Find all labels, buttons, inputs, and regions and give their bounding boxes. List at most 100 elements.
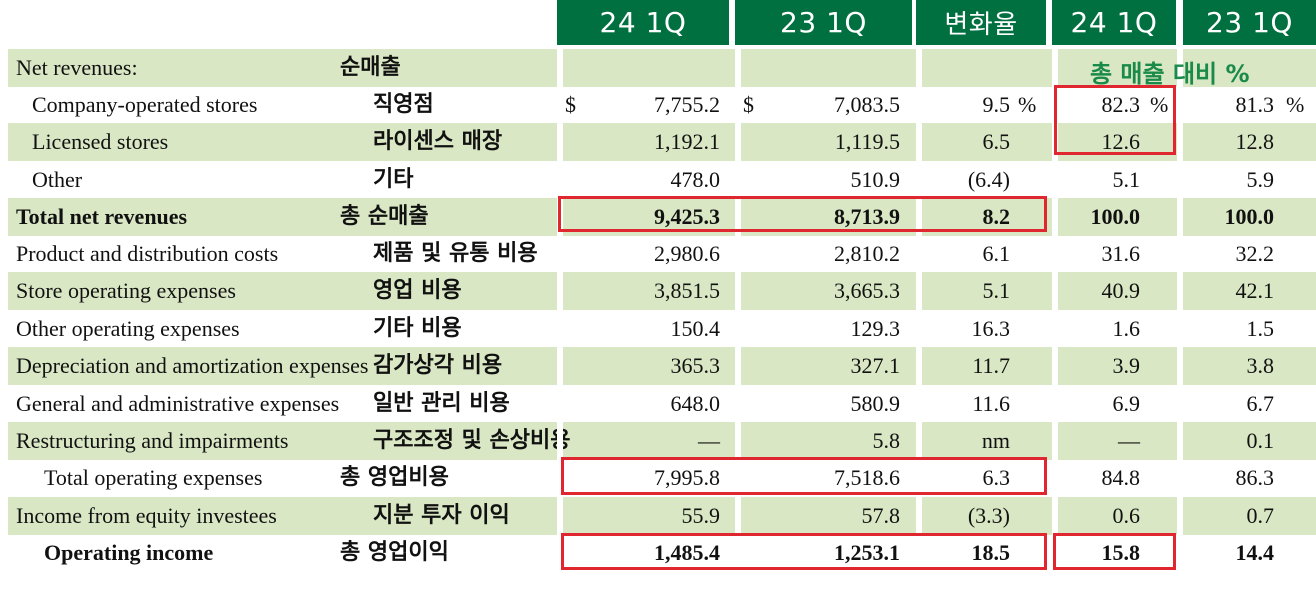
column-divider [916, 235, 922, 273]
row-label-en: General and administrative expenses [16, 391, 340, 416]
change-rate: 6.3 [982, 465, 1011, 490]
currency-symbol: $ [743, 92, 754, 117]
value-23-1q: 327.1 [850, 353, 901, 378]
table-row: Operating income 총 영업이익 1,485.4 1,253.1 18.5… [8, 534, 1316, 572]
value-24-1q: 1,192.1 [654, 129, 720, 154]
value-24-1q: — [698, 428, 720, 453]
column-divider [916, 497, 922, 535]
column-divider [1177, 347, 1183, 385]
column-divider [557, 422, 563, 460]
column-divider [1052, 198, 1058, 236]
pct-23-1q: 14.4 [1235, 540, 1275, 565]
value-24-1q: 7,995.8 [654, 465, 720, 490]
column-divider [557, 235, 563, 273]
table-row: Depreciation and amortization expenses 감가… [8, 347, 1316, 385]
column-divider [1177, 497, 1183, 535]
value-24-1q [568, 49, 720, 87]
table-row: Store operating expenses 영업 비용 3,851.5 3,66… [8, 272, 1316, 310]
column-divider [916, 534, 922, 572]
column-divider [916, 161, 922, 199]
highlight-total-net-revenues [558, 196, 1047, 232]
row-label-en: Product and distribution costs [16, 241, 279, 266]
row-label-en: Other operating expenses [16, 316, 240, 341]
value-24-1q: 55.9 [681, 503, 721, 528]
column-divider [735, 422, 741, 460]
column-divider [1052, 272, 1058, 310]
value-24-1q: 3,851.5 [654, 278, 720, 303]
pct-23-1q: 1.5 [1246, 316, 1275, 341]
column-divider [916, 49, 922, 87]
column-divider [735, 49, 741, 87]
column-divider [916, 385, 922, 423]
row-label-ko: 총 영업이익 [340, 540, 449, 565]
pct-23-1q: 6.7 [1246, 391, 1275, 416]
column-divider [1177, 161, 1183, 199]
column-divider [1052, 459, 1058, 497]
pct-24-1q: 3.9 [1112, 353, 1141, 378]
column-divider [916, 272, 922, 310]
column-divider [557, 310, 563, 348]
value-23-1q: 7,083.5 [834, 92, 900, 117]
column-divider [557, 49, 563, 87]
pct-24-1q: 0.6 [1112, 503, 1141, 528]
row-label-ko: 총 영업비용 [340, 465, 449, 490]
pct-23-1q: 3.8 [1246, 353, 1275, 378]
column-divider [557, 347, 563, 385]
header-pct-24-1q-label: 24 1Q [1070, 6, 1158, 39]
change-rate: (6.4) [967, 167, 1010, 192]
pct-24-1q: 5.1 [1112, 167, 1141, 192]
value-24-1q: 1,485.4 [654, 540, 720, 565]
column-divider [735, 123, 741, 161]
change-rate: 9.5 [982, 92, 1011, 117]
column-divider [1052, 49, 1058, 87]
value-23-1q: 129.3 [850, 316, 901, 341]
row-label-ko: 영업 비용 [373, 278, 462, 303]
value-24-1q: 2,980.6 [654, 241, 720, 266]
table-row: Product and distribution costs 제품 및 유통 비용… [8, 235, 1316, 273]
change-rate: 6.1 [982, 241, 1011, 266]
row-label-ko: 제품 및 유통 비용 [373, 241, 538, 266]
column-divider [916, 123, 922, 161]
column-divider [1052, 235, 1058, 273]
value-24-1q: 648.0 [670, 391, 721, 416]
row-label-ko: 기타 [373, 167, 414, 192]
change-rate: nm [981, 428, 1010, 453]
pct-23-1q: 32.2 [1235, 241, 1275, 266]
pct-23-1q: 5.9 [1246, 167, 1275, 192]
table-row: General and administrative expenses 일반 관리… [8, 385, 1316, 423]
table-row: Company-operated stores 직영점 $ $7,755.2 7,083… [8, 86, 1316, 124]
change-rate: 6.5 [982, 129, 1011, 154]
table-row: Net revenues: 순매출 [8, 49, 1316, 87]
table-row: Other 기타 478.0 510.9 (6.4) 5.1 5.9 [8, 161, 1316, 199]
pct-24-1q: 15.8 [1101, 540, 1141, 565]
highlight-operating-income [561, 533, 1047, 570]
pct-23-1q: 0.1 [1246, 428, 1275, 453]
table-row: Licensed stores 라이센스 매장 1,192.1 1,119.5 6.5 1… [8, 123, 1316, 161]
row-label-en: Company-operated stores [32, 92, 258, 117]
row-label-en: Store operating expenses [16, 278, 236, 303]
row-label-en: Licensed stores [32, 129, 169, 154]
column-divider [916, 310, 922, 348]
row-label-ko: 순매출 [340, 55, 401, 80]
pct-24-1q: 82.3 [1101, 92, 1141, 117]
value-24-1q: 150.4 [670, 316, 721, 341]
header-change-rate: 변화율 [916, 0, 1046, 45]
change-rate: 11.7 [972, 353, 1010, 378]
pct-24-1q: 31.6 [1101, 241, 1141, 266]
column-divider [557, 86, 563, 124]
column-divider [1052, 422, 1058, 460]
value-23-1q [748, 49, 900, 87]
column-divider [557, 534, 563, 572]
row-label-en: Total operating expenses [44, 465, 263, 490]
row-label-ko: 직영점 [373, 92, 434, 117]
column-divider [735, 198, 741, 236]
value-24-1q: 365.3 [670, 353, 721, 378]
column-divider [1177, 49, 1183, 87]
header-pct-24-1q: 24 1Q [1052, 0, 1176, 45]
value-23-1q: 510.9 [850, 167, 901, 192]
pct-23-1q: 100.0 [1224, 204, 1275, 229]
value-23-1q: 7,518.6 [834, 465, 900, 490]
pct-of-total-title: 총 매출 대비 % [1090, 60, 1250, 88]
column-divider [735, 272, 741, 310]
change-rate: 11.6 [972, 391, 1010, 416]
